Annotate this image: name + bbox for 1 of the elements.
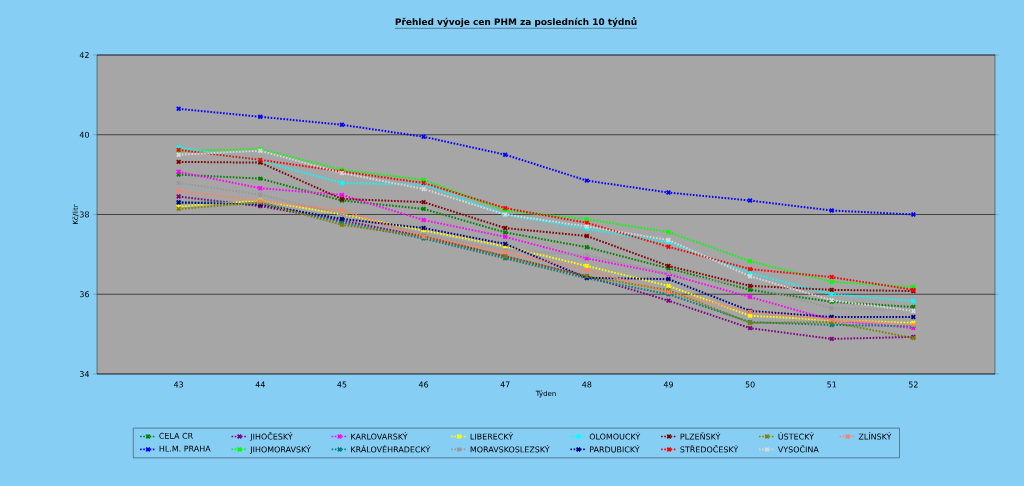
chart-title: Přehled vývoje cen PHM za posledních 10 týdnů [395, 17, 637, 27]
